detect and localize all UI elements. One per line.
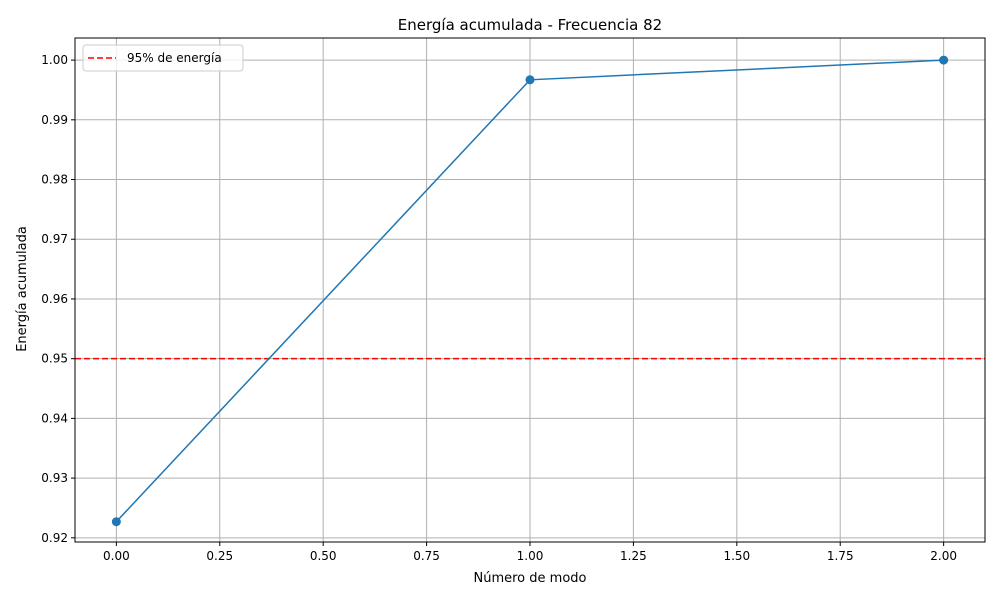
y-tick-label: 0.94 — [41, 411, 68, 425]
y-tick-label: 0.92 — [41, 531, 68, 545]
chart-title: Energía acumulada - Frecuencia 82 — [398, 16, 662, 34]
y-tick-label: 0.95 — [41, 352, 68, 366]
y-tick-label: 0.93 — [41, 471, 68, 485]
y-tick-label: 1.00 — [41, 53, 68, 67]
x-tick-label: 1.75 — [827, 549, 854, 563]
legend-box — [82, 44, 244, 72]
x-tick-label: 0.25 — [206, 549, 233, 563]
data-point — [111, 517, 121, 527]
y-axis-ticks: 0.92 0.93 0.94 0.95 0.96 0.97 0.98 0.99 1.00 — [41, 53, 75, 545]
x-tick-label: 0.50 — [310, 549, 337, 563]
legend-label: 95% de energía — [127, 51, 222, 65]
x-tick-label: 1.00 — [517, 549, 544, 563]
x-tick-label: 2.00 — [930, 549, 957, 563]
y-tick-label: 0.99 — [41, 113, 68, 127]
x-tick-label: 1.50 — [723, 549, 750, 563]
y-tick-label: 0.98 — [41, 173, 68, 187]
data-point — [939, 55, 949, 65]
data-point — [525, 75, 535, 85]
legend: 95% de energía — [82, 44, 244, 72]
x-axis-title: Número de modo — [474, 571, 587, 586]
grid — [75, 38, 985, 542]
x-tick-label: 0.75 — [413, 549, 440, 563]
x-tick-label: 1.25 — [620, 549, 647, 563]
y-axis-title: Energía acumulada — [15, 226, 30, 352]
x-axis-ticks: 0.00 0.25 0.50 0.75 1.00 1.25 1.50 1.75 2.00 — [103, 542, 957, 563]
y-tick-label: 0.96 — [41, 292, 68, 306]
series — [111, 55, 949, 527]
y-tick-label: 0.97 — [41, 232, 68, 246]
x-tick-label: 0.00 — [103, 549, 130, 563]
